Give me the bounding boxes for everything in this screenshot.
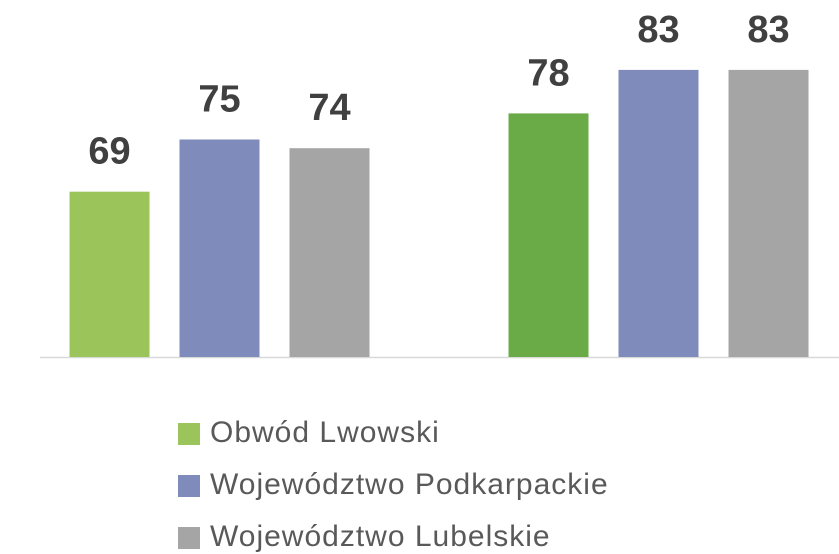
legend-entry: Województwo Lubelskie [210, 520, 551, 553]
bar [179, 139, 260, 357]
bar [618, 69, 699, 358]
value-label: 78 [527, 52, 569, 94]
bar [508, 113, 589, 358]
value-label: 83 [747, 9, 789, 51]
legend-swatch [178, 423, 200, 445]
value-label: 69 [88, 131, 130, 173]
legend-swatch [178, 475, 200, 497]
value-label: 74 [308, 87, 350, 129]
value-label: 75 [198, 79, 240, 121]
legend-swatch [178, 527, 200, 549]
value-label: 83 [637, 9, 679, 51]
legend-entry: Obwód Lwowski [210, 416, 440, 449]
bar [289, 148, 370, 357]
legend-entry: Województwo Podkarpackie [210, 468, 609, 501]
bar [728, 69, 809, 358]
bar [69, 191, 150, 357]
